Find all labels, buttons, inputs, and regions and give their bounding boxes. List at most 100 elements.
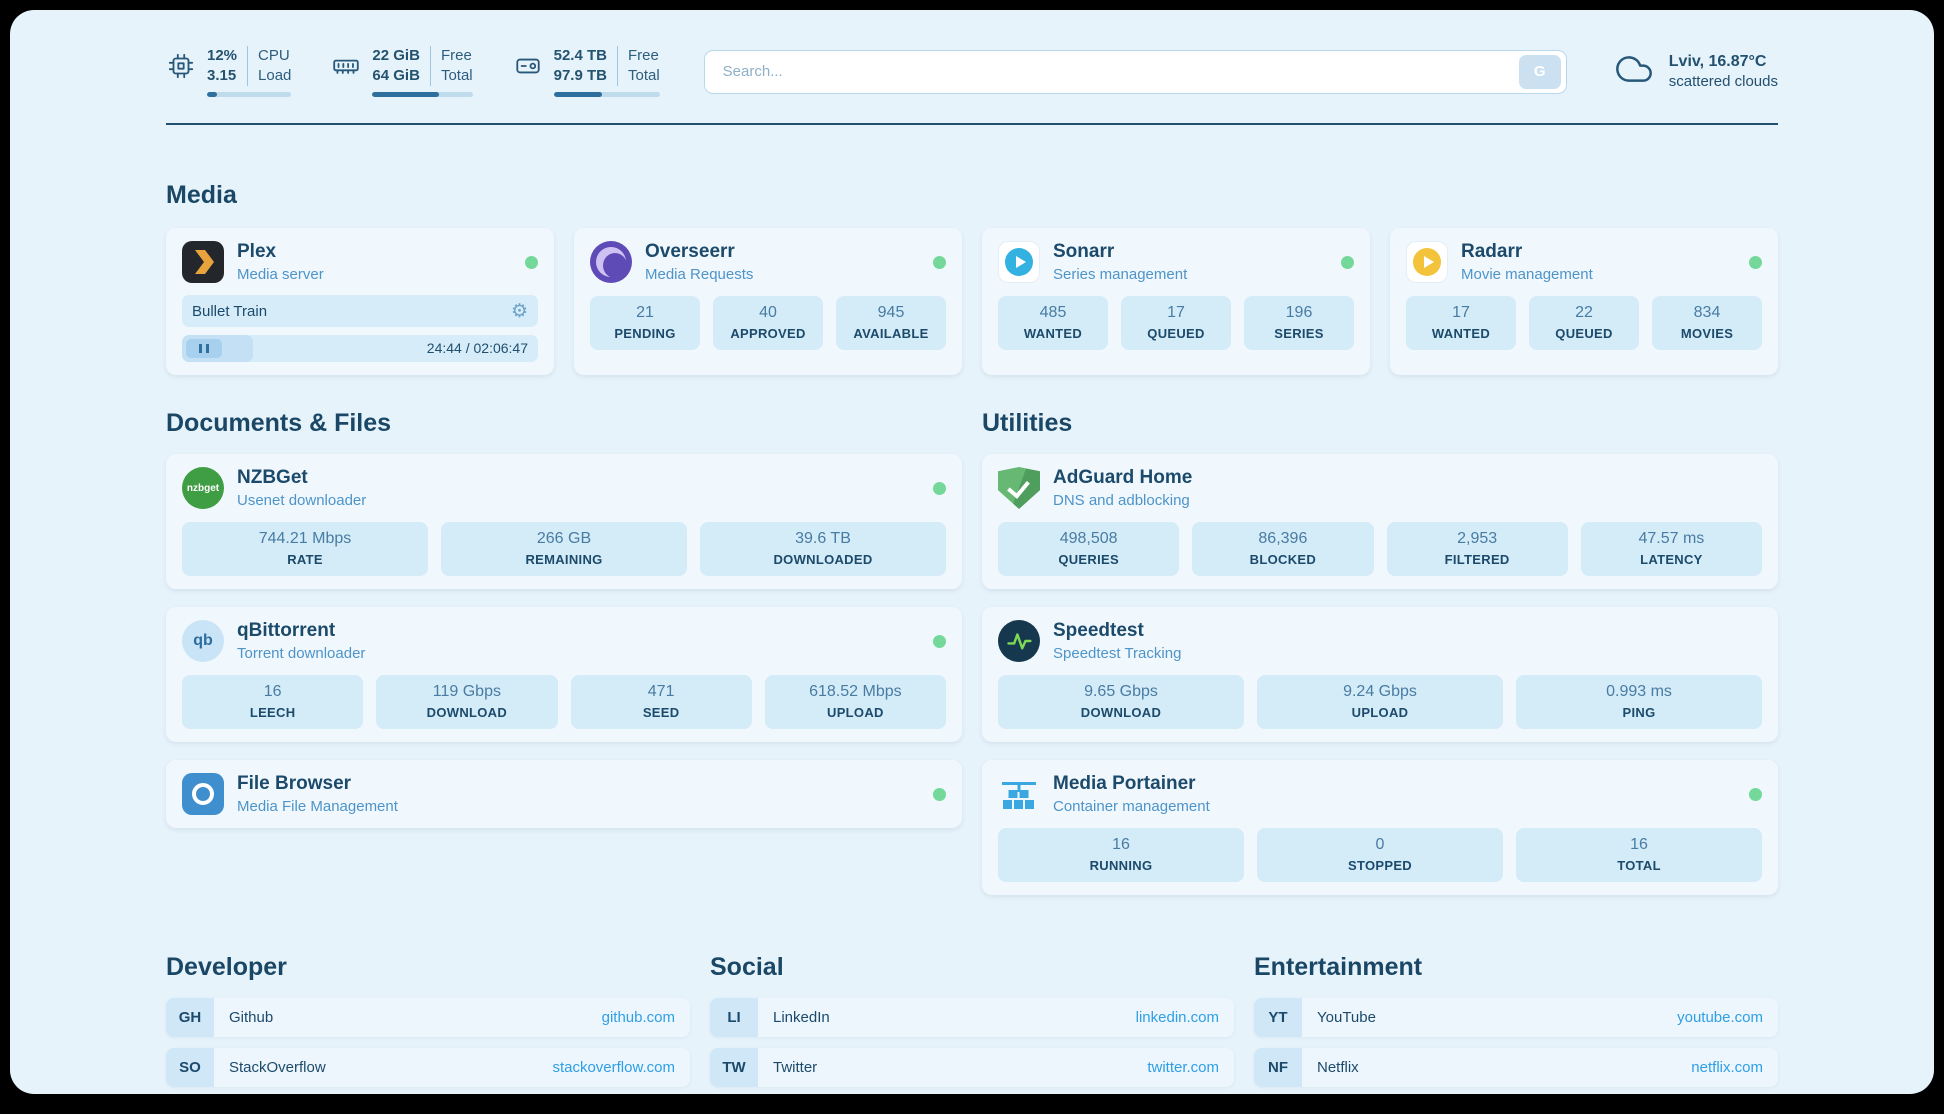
topbar-divider: [166, 123, 1778, 125]
gear-icon[interactable]: ⚙: [510, 300, 528, 322]
app-card-qbittorrent[interactable]: qb qBittorrent Torrent downloader 16 LEEC…: [166, 607, 962, 742]
app-card-nzbget[interactable]: nzbget NZBGet Usenet downloader 744.21 M…: [166, 454, 962, 589]
app-card-portainer[interactable]: Media Portainer Container management 16 R…: [982, 760, 1778, 895]
section-title-documents: Documents & Files: [166, 409, 392, 437]
bookmark-github[interactable]: GH Github github.com: [166, 998, 690, 1037]
bookmark-group-social: Social LI LinkedIn linkedin.com TW Twitter twi…: [710, 953, 1234, 1094]
app-desc: Series management: [1053, 266, 1188, 283]
stat-label: FILTERED: [1444, 552, 1510, 567]
bookmark-name: StackOverflow: [229, 1059, 326, 1076]
cpu-progress-track: [207, 92, 292, 97]
bookmark-abbr: NF: [1254, 1048, 1302, 1087]
stat-tile: 0.993 ms PING: [1516, 675, 1762, 729]
stat-label: UPLOAD: [827, 705, 884, 720]
overseerr-stats: 21 PENDING 40 APPROVED 945 AVAILABLE: [590, 296, 946, 350]
app-name: qBittorrent: [237, 620, 336, 641]
speedtest-stats: 9.65 Gbps DOWNLOAD 9.24 Gbps UPLOAD 0.993 ms…: [998, 675, 1762, 729]
documents-column: Documents & Files nzbget NZBGet Usenet d…: [166, 409, 962, 895]
cpu-icon: [166, 46, 196, 86]
app-card-plex[interactable]: Plex Media server Bullet Train ⚙: [166, 228, 554, 375]
disk-total-value: 97.9 TB: [554, 66, 618, 86]
bookmark-abbr: YT: [1254, 998, 1302, 1037]
stat-value: 86,396: [1258, 530, 1308, 547]
bookmark-list: YT YouTube youtube.com NF Netflix netflix.com…: [1254, 998, 1778, 1094]
bookmark-url[interactable]: linkedin.com: [1135, 1009, 1219, 1026]
app-name: File Browser: [237, 773, 352, 794]
stat-value: 47.57 ms: [1638, 530, 1705, 547]
app-desc: Media Requests: [645, 266, 754, 283]
memory-icon: [331, 46, 361, 86]
bookmark-abbr: SO: [166, 1048, 214, 1087]
stat-value: 196: [1285, 304, 1313, 321]
stat-tile: 21 PENDING: [590, 296, 700, 350]
bookmark-linkedin[interactable]: LI LinkedIn linkedin.com: [710, 998, 1234, 1037]
pause-button[interactable]: [186, 339, 222, 358]
stat-label: LATENCY: [1640, 552, 1703, 567]
app-desc: Media server: [237, 266, 324, 283]
bookmark-name: Twitter: [773, 1059, 818, 1076]
stat-tile: 86,396 BLOCKED: [1192, 522, 1374, 576]
search-input[interactable]: [720, 62, 1519, 81]
stat-label: STOPPED: [1348, 858, 1412, 873]
bookmark-netflix[interactable]: NF Netflix netflix.com: [1254, 1048, 1778, 1087]
app-card-adguard[interactable]: AdGuard Home DNS and adblocking 498,508 Q…: [982, 454, 1778, 589]
status-dot: [525, 255, 538, 269]
radarr-icon: [1406, 241, 1448, 283]
cloud-icon: [1611, 49, 1657, 94]
playback-progress-bar[interactable]: 24:44 / 02:06:47: [182, 335, 538, 362]
bookmark-url[interactable]: github.com: [601, 1009, 675, 1026]
app-card-speedtest[interactable]: Speedtest Speedtest Tracking 9.65 Gbps DO…: [982, 607, 1778, 742]
stat-label: QUEUED: [1555, 326, 1613, 341]
app-name: Media Portainer: [1053, 773, 1196, 794]
memory-total-label: Total: [440, 67, 473, 84]
stat-value: 0.993 ms: [1606, 683, 1672, 700]
bookmark-stackoverflow[interactable]: SO StackOverflow stackoverflow.com: [166, 1048, 690, 1087]
cpu-usage-value: 12%: [207, 46, 249, 66]
stat-tile: 196 SERIES: [1244, 296, 1354, 350]
portainer-icon: [998, 773, 1040, 815]
app-desc: Torrent downloader: [237, 645, 366, 662]
playback-time: 24:44 / 02:06:47: [426, 340, 528, 356]
section-title-social: Social: [710, 953, 784, 981]
bookmark-twitter[interactable]: TW Twitter twitter.com: [710, 1048, 1234, 1087]
stat-value: 17: [1452, 304, 1470, 321]
stat-label: SEED: [642, 705, 680, 720]
stat-value: 266 GB: [536, 530, 592, 547]
status-dot: [933, 787, 946, 801]
stat-tile: 16 RUNNING: [998, 828, 1244, 882]
app-card-radarr[interactable]: Radarr Movie management 17 WANTED 22 QUEUED…: [1390, 228, 1778, 375]
plex-icon: [182, 241, 224, 283]
disk-total-label: Total: [627, 67, 660, 84]
app-name: Overseerr: [645, 241, 735, 262]
stat-label: DOWNLOAD: [426, 705, 508, 720]
bookmark-name: LinkedIn: [773, 1009, 830, 1026]
memory-free-label: Free: [440, 47, 472, 64]
bookmark-url[interactable]: youtube.com: [1677, 1009, 1763, 1026]
app-name: Radarr: [1461, 241, 1523, 262]
stat-value: 16: [1630, 836, 1648, 853]
search-engine-button[interactable]: G: [1518, 54, 1561, 89]
stat-label: RUNNING: [1089, 858, 1153, 873]
app-card-sonarr[interactable]: Sonarr Series management 485 WANTED 17 QUEU…: [982, 228, 1370, 375]
bookmark-youtube[interactable]: YT YouTube youtube.com: [1254, 998, 1778, 1037]
stat-label: QUERIES: [1058, 552, 1119, 567]
bookmark-url[interactable]: twitter.com: [1147, 1059, 1219, 1076]
app-card-overseerr[interactable]: Overseerr Media Requests 21 PENDING 40 APPR…: [574, 228, 962, 375]
weather-condition: scattered clouds: [1668, 73, 1778, 90]
stat-label: DOWNLOAD: [1080, 705, 1162, 720]
app-name: Sonarr: [1053, 241, 1115, 262]
section-title-developer: Developer: [166, 953, 287, 981]
stat-value: 834: [1693, 304, 1721, 321]
stat-value: 17: [1167, 304, 1185, 321]
stat-tile: 47.57 ms LATENCY: [1580, 522, 1762, 576]
qbittorrent-icon: qb: [182, 620, 224, 662]
disk-monitor: 52.4 TB Free 97.9 TB Total: [513, 46, 660, 97]
memory-progress-fill: [372, 92, 439, 97]
stat-value: 498,508: [1059, 530, 1118, 547]
stat-tile: 17 WANTED: [1406, 296, 1516, 350]
status-dot: [933, 481, 946, 495]
bookmark-url[interactable]: stackoverflow.com: [552, 1059, 675, 1076]
app-card-filebrowser[interactable]: File Browser Media File Management: [166, 760, 962, 828]
stat-label: DOWNLOADED: [773, 552, 873, 567]
bookmark-url[interactable]: netflix.com: [1691, 1059, 1763, 1076]
